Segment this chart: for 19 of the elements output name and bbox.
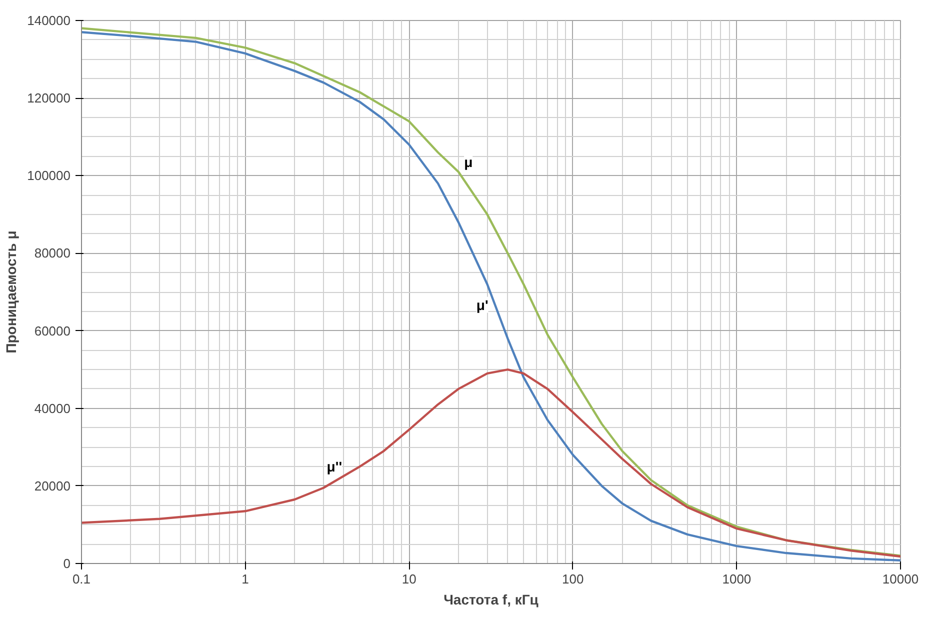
y-tick-label: 20000	[34, 478, 71, 494]
y-tick-label: 80000	[34, 246, 71, 261]
y-axis-title: Проницаемость μ	[3, 230, 20, 354]
y-tick-label: 60000	[34, 323, 71, 338]
y-tick-label: 40000	[34, 400, 71, 416]
x-tick-label: 10000	[882, 572, 919, 586]
annotation: μ'	[476, 296, 488, 313]
x-axis-title: Частота f, кГц	[444, 592, 539, 608]
x-tick-label: 1	[242, 572, 249, 586]
x-tick-label: 10	[402, 572, 416, 586]
y-tick-label: 140000	[27, 13, 71, 28]
x-tick-label: 1000	[722, 572, 752, 586]
x-tick-label: 0.1	[72, 572, 91, 586]
y-tick-label: 100000	[27, 168, 71, 184]
annotation: μ	[464, 154, 473, 170]
annotation: μ''	[326, 458, 342, 475]
y-tick-label: 120000	[27, 90, 71, 106]
y-tick-label: 0	[63, 556, 71, 571]
x-tick-label: 100	[562, 572, 584, 586]
